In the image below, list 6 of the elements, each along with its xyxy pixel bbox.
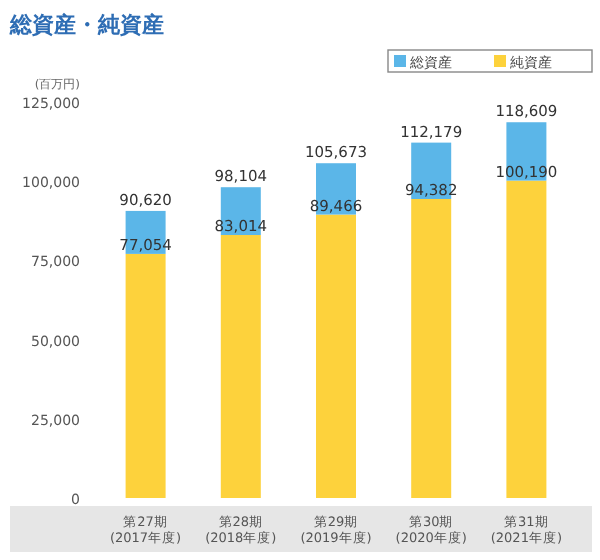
bar [506,180,547,498]
chart-title: 総資産・純資産 [8,12,164,38]
bar [220,235,261,498]
bar [316,214,356,498]
bar [411,199,452,498]
bar [125,253,166,498]
